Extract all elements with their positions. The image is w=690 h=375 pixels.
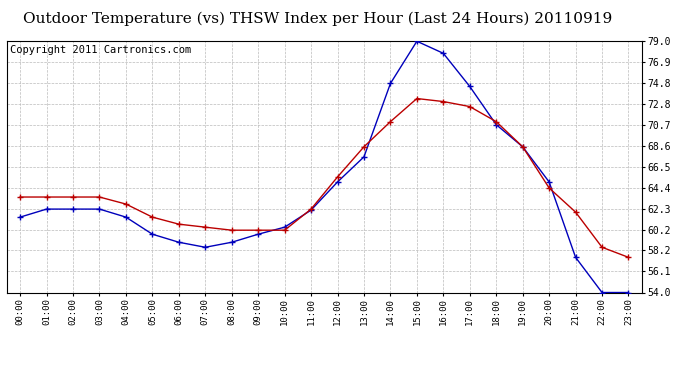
Text: Copyright 2011 Cartronics.com: Copyright 2011 Cartronics.com: [10, 45, 191, 55]
Text: Outdoor Temperature (vs) THSW Index per Hour (Last 24 Hours) 20110919: Outdoor Temperature (vs) THSW Index per …: [23, 11, 612, 26]
